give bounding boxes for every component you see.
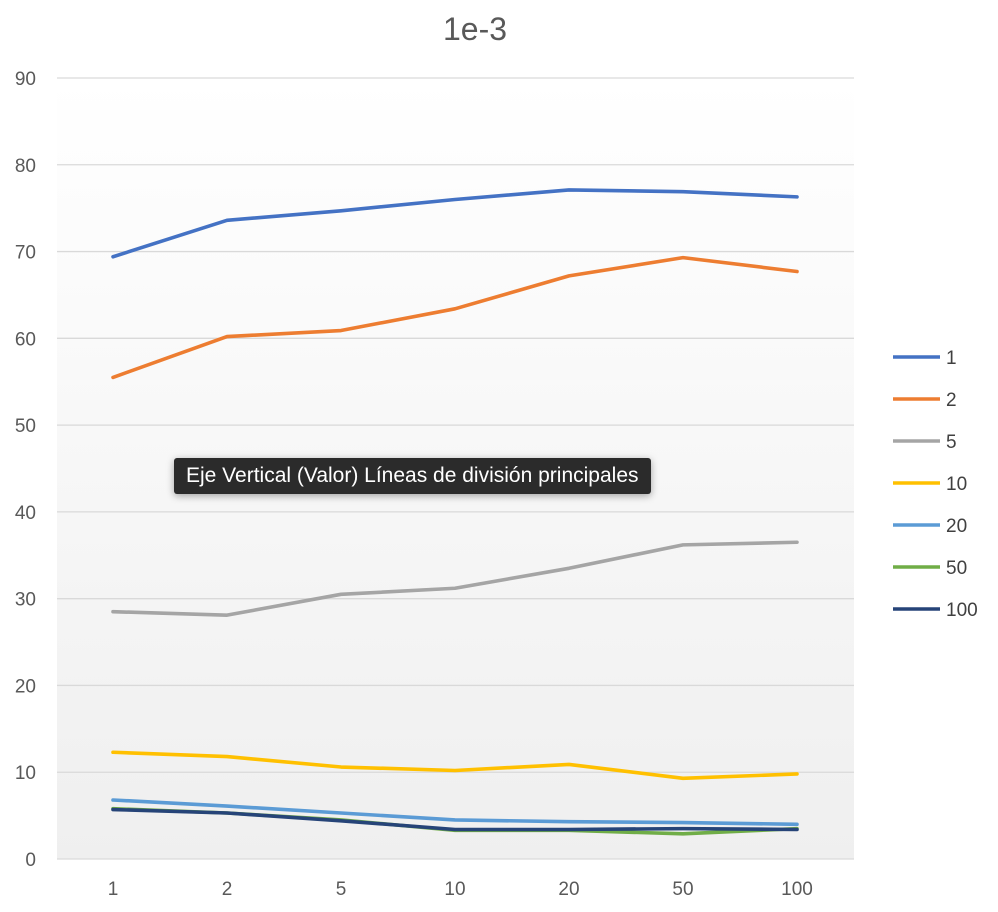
legend[interactable]: 1 2 5 10 20 50 100 [893, 348, 978, 621]
legend-label-2[interactable]: 2 [946, 390, 957, 411]
gridlines-tooltip: Eje Vertical (Valor) Líneas de división … [174, 458, 651, 494]
series-line-20[interactable] [111, 798, 799, 827]
y-axis-tick-labels: 0 10 20 30 40 50 60 70 80 90 [15, 69, 36, 871]
legend-label-5[interactable]: 5 [946, 432, 957, 453]
x-tick-label: 100 [781, 879, 813, 900]
y-tick-label: 10 [15, 763, 36, 784]
y-tick-label: 60 [15, 329, 36, 350]
x-tick-label: 20 [558, 879, 579, 900]
y-tick-label: 40 [15, 503, 36, 524]
x-tick-label: 10 [444, 879, 465, 900]
series-line-2[interactable] [111, 255, 799, 380]
y-tick-label: 20 [15, 676, 36, 697]
legend-label-20[interactable]: 20 [946, 516, 967, 537]
legend-label-1[interactable]: 1 [946, 348, 957, 369]
x-tick-label: 2 [222, 879, 233, 900]
x-tick-label: 5 [336, 879, 347, 900]
y-tick-label: 0 [25, 850, 36, 871]
legend-label-10[interactable]: 10 [946, 474, 967, 495]
chart-title: 1e-3 [443, 11, 507, 47]
x-axis-tick-labels: 1 2 5 10 20 50 100 [108, 879, 813, 900]
y-tick-label: 50 [15, 416, 36, 437]
x-tick-label: 50 [672, 879, 693, 900]
series-line-10[interactable] [111, 750, 799, 781]
legend-label-100[interactable]: 100 [946, 600, 978, 621]
series-line-5[interactable] [111, 540, 799, 617]
y-tick-label: 30 [15, 590, 36, 611]
series-line-100[interactable] [111, 807, 799, 832]
x-tick-label: 1 [108, 879, 119, 900]
legend-label-50[interactable]: 50 [946, 558, 967, 579]
y-tick-label: 70 [15, 243, 36, 264]
y-tick-label: 80 [15, 156, 36, 177]
series-lines[interactable] [111, 188, 799, 836]
y-tick-label: 90 [15, 69, 36, 90]
series-line-1[interactable] [111, 188, 799, 259]
